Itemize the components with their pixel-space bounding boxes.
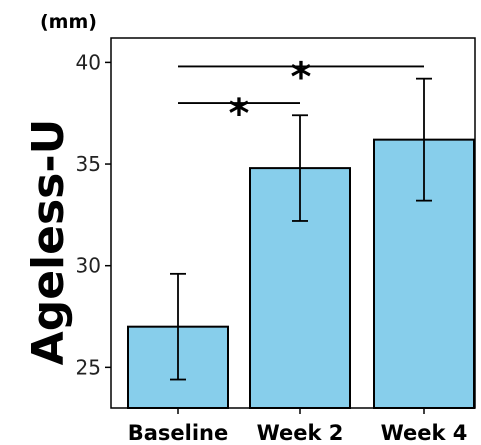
significance-star: * [229, 91, 250, 137]
y-tick-label: 25 [76, 355, 101, 379]
y-tick-label: 40 [76, 50, 101, 74]
y-tick-label: 30 [76, 254, 101, 278]
x-tick-label: Week 4 [381, 421, 468, 445]
error-bar [170, 272, 186, 381]
error-bar [292, 114, 308, 222]
significance-star: * [291, 54, 312, 100]
error-bar [416, 77, 432, 202]
x-tick-label: Baseline [128, 421, 229, 445]
unit-label: (mm) [40, 11, 97, 33]
x-tick-label: Week 2 [257, 421, 344, 445]
y-tick-label: 35 [76, 152, 101, 176]
y-axis-title: Ageless-U [23, 119, 74, 366]
